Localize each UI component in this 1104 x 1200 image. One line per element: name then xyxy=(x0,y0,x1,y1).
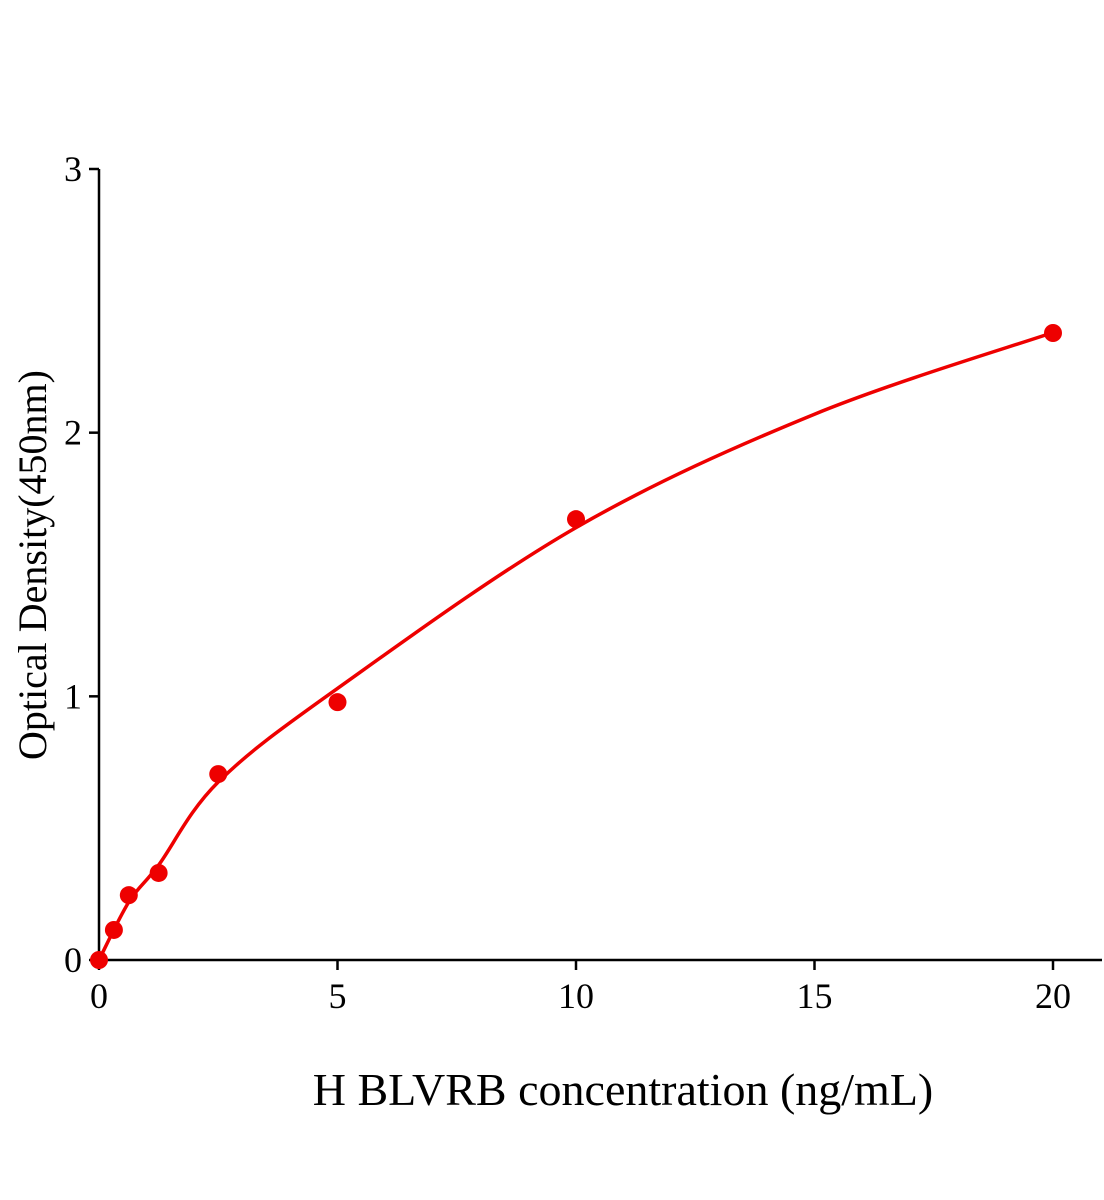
data-point xyxy=(567,510,585,529)
y-tick-label: 1 xyxy=(64,676,82,716)
data-point xyxy=(328,693,347,712)
x-tick-label: 0 xyxy=(90,976,108,1016)
data-point xyxy=(209,765,228,784)
x-tick-label: 15 xyxy=(797,976,833,1016)
x-tick-label: 10 xyxy=(558,976,594,1016)
data-points xyxy=(90,324,1062,969)
axes: 0 5 10 15 20 0 1 2 3 xyxy=(64,149,1102,1016)
x-tick-label: 5 xyxy=(329,976,347,1016)
y-tick-label: 0 xyxy=(64,940,82,980)
y-axis-label: Optical Density(450nm) xyxy=(10,370,55,760)
data-point xyxy=(149,863,168,882)
x-axis-label: H BLVRB concentration (ng/mL) xyxy=(313,1064,933,1115)
fit-curve xyxy=(97,330,1054,961)
y-tick-label: 3 xyxy=(64,149,82,189)
data-point xyxy=(90,951,108,969)
data-point xyxy=(1044,324,1062,343)
data-point xyxy=(119,886,138,905)
data-point xyxy=(104,920,123,939)
y-tick-label: 2 xyxy=(64,413,82,453)
x-tick-label: 20 xyxy=(1035,976,1071,1016)
